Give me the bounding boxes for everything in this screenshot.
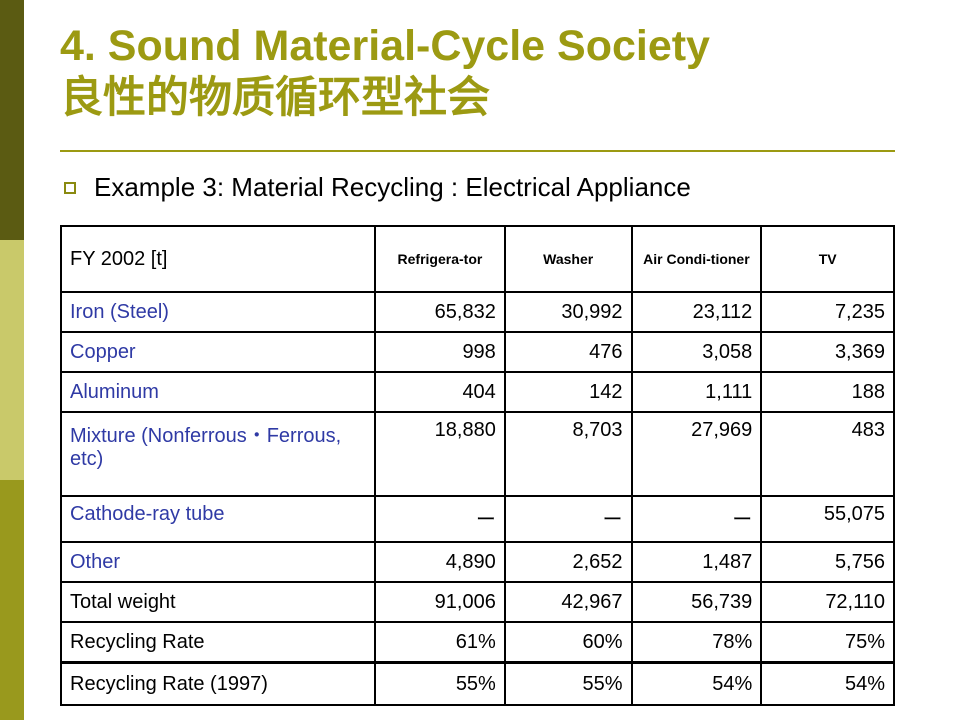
cell-value: 23,112	[630, 291, 763, 333]
cell-value: 91,006	[374, 581, 506, 623]
cell-value: 142	[503, 371, 633, 413]
cell-value: 1,487	[630, 541, 763, 583]
row-label: Iron (Steel)	[59, 291, 377, 333]
table-header-row: FY 2002 [t] Refrigera-tor Washer Air Con…	[59, 225, 895, 293]
cell-value: 42,967	[503, 581, 633, 623]
title-line-chinese: 良性的物质循环型社会	[60, 73, 490, 123]
cell-value: 55,075	[760, 495, 895, 543]
cell-value: ー	[503, 495, 633, 543]
slide-title: 4. Sound Material-Cycle Society 良性的物质循环型…	[60, 20, 710, 124]
bullet-text: Example 3: Material Recycling : Electric…	[94, 172, 691, 202]
table-row: Recycling Rate 61% 60% 78% 75%	[59, 621, 895, 663]
cell-value: 476	[503, 331, 633, 373]
recycling-rate-1997-table: Recycling Rate (1997) 55% 55% 54% 54%	[59, 662, 895, 706]
bullet-item: Example 3: Material Recycling : Electric…	[64, 172, 691, 203]
header-fy: FY 2002 [t]	[59, 225, 377, 293]
cell-value: 483	[760, 411, 895, 497]
table-row: Iron (Steel) 65,832 30,992 23,112 7,235	[59, 291, 895, 333]
cell-value: 54%	[760, 662, 895, 706]
table-row: Cathode-ray tube ー ー ー 55,075	[59, 495, 895, 543]
sidebar-stripe-top	[0, 0, 24, 240]
table-row: Aluminum 404 142 1,111 188	[59, 371, 895, 413]
cell-value: 1,111	[630, 371, 763, 413]
cell-value: 72,110	[760, 581, 895, 623]
cell-value: 27,969	[630, 411, 763, 497]
row-label: Recycling Rate (1997)	[59, 662, 377, 706]
row-label: Total weight	[59, 581, 377, 623]
cell-value: 56,739	[630, 581, 763, 623]
table-row: Recycling Rate (1997) 55% 55% 54% 54%	[59, 662, 895, 706]
cell-value: 404	[374, 371, 506, 413]
header-tv: TV	[760, 225, 895, 293]
cell-value: 55%	[503, 662, 633, 706]
table-row: Copper 998 476 3,058 3,369	[59, 331, 895, 373]
cell-value: 61%	[374, 621, 506, 663]
header-washer: Washer	[503, 225, 633, 293]
sidebar-stripe-bottom	[0, 480, 24, 720]
square-bullet-icon	[64, 181, 76, 194]
cell-value: 4,890	[374, 541, 506, 583]
cell-value: 54%	[630, 662, 763, 706]
header-refrigerator: Refrigera-tor	[374, 225, 506, 293]
cell-value: ー	[630, 495, 763, 543]
row-label: Cathode-ray tube	[59, 495, 377, 543]
cell-value: 75%	[760, 621, 895, 663]
header-air-conditioner: Air Condi-tioner	[630, 225, 763, 293]
row-label: Other	[59, 541, 377, 583]
cell-value: 188	[760, 371, 895, 413]
cell-value: 998	[374, 331, 506, 373]
cell-value: 30,992	[503, 291, 633, 333]
row-label: Recycling Rate	[59, 621, 377, 663]
row-label: Copper	[59, 331, 377, 373]
cell-value: 55%	[374, 662, 506, 706]
cell-value: 8,703	[503, 411, 633, 497]
cell-value: 3,369	[760, 331, 895, 373]
cell-value: 7,235	[760, 291, 895, 333]
cell-value: 65,832	[374, 291, 506, 333]
table-row: Total weight 91,006 42,967 56,739 72,110	[59, 581, 895, 623]
cell-value: 78%	[630, 621, 763, 663]
sidebar-stripe-middle	[0, 240, 24, 480]
cell-value: 18,880	[374, 411, 506, 497]
table-row: Other 4,890 2,652 1,487 5,756	[59, 541, 895, 583]
recycling-table: FY 2002 [t] Refrigera-tor Washer Air Con…	[59, 225, 895, 663]
title-line-english: 4. Sound Material-Cycle Society	[60, 22, 710, 70]
cell-value: 60%	[503, 621, 633, 663]
cell-value: ー	[374, 495, 506, 543]
cell-value: 2,652	[503, 541, 633, 583]
row-label: Mixture (Nonferrous・Ferrous, etc)	[59, 411, 377, 497]
cell-value: 5,756	[760, 541, 895, 583]
table-row: Mixture (Nonferrous・Ferrous, etc) 18,880…	[59, 411, 895, 497]
title-divider	[60, 150, 895, 152]
row-label: Aluminum	[59, 371, 377, 413]
cell-value: 3,058	[630, 331, 763, 373]
